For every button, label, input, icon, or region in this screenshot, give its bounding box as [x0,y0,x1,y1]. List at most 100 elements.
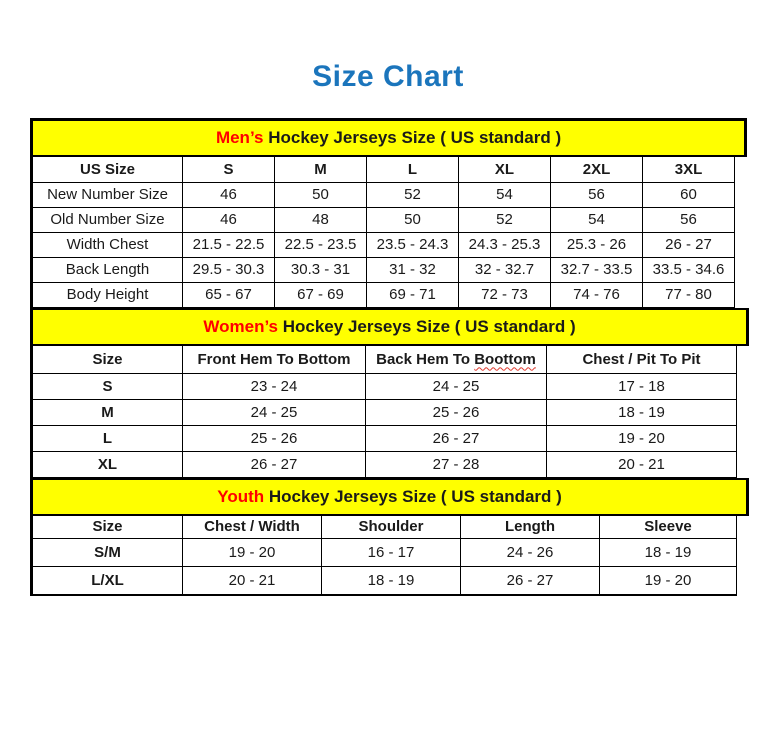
table-cell: 23 - 24 [182,373,366,400]
youth-header-row: Size Chest / Width Shoulder Length Sleev… [30,514,748,539]
table-cell: 52 [458,207,551,233]
table-cell: 52 [366,182,459,208]
table-row: Old Number Size 46 48 50 52 54 56 [30,207,746,233]
spacer-cell [736,399,748,426]
youth-section-title: Youth Hockey Jerseys Size ( US standard … [29,478,750,516]
column-header: Back Hem To Boottom [365,344,547,374]
table-cell: 19 - 20 [182,538,322,567]
youth-section-title-rest: Hockey Jerseys Size ( US standard ) [264,487,562,507]
table-cell: 20 - 21 [546,451,737,478]
spacer-cell [736,515,748,539]
table-cell: 25 - 26 [182,425,366,452]
row-label: S [30,373,183,400]
row-label: XL [30,451,183,478]
spacer-cell [736,345,748,374]
row-label: New Number Size [30,182,183,208]
womens-size-table: Women’s Hockey Jerseys Size ( US standar… [29,308,750,478]
table-cell: 21.5 - 22.5 [182,232,275,258]
row-label: Body Height [30,282,183,308]
table-cell: 17 - 18 [546,373,737,400]
row-label: S/M [30,538,183,567]
table-cell: 72 - 73 [458,282,551,308]
row-label: M [30,399,183,426]
table-row: S 23 - 24 24 - 25 17 - 18 [30,373,748,400]
mens-section-title: Men’s Hockey Jerseys Size ( US standard … [29,118,748,157]
table-cell: 25.3 - 26 [550,232,643,258]
table-cell: 77 - 80 [642,282,735,308]
table-cell: 50 [274,182,367,208]
table-row: New Number Size 46 50 52 54 56 60 [30,182,746,208]
table-cell: 46 [182,182,275,208]
table-cell: 30.3 - 31 [274,257,367,283]
table-cell: 19 - 20 [599,566,737,596]
spacer-cell [734,257,746,283]
table-cell: 26 - 27 [182,451,366,478]
womens-header-row: Size Front Hem To Bottom Back Hem To Boo… [30,344,748,374]
table-row: Back Length 29.5 - 30.3 30.3 - 31 31 - 3… [30,257,746,283]
table-cell: 54 [550,207,643,233]
table-cell: 24.3 - 25.3 [458,232,551,258]
table-cell: 27 - 28 [365,451,547,478]
column-header: Length [460,514,600,539]
spacer-cell [736,373,748,400]
womens-section-title: Women’s Hockey Jerseys Size ( US standar… [29,308,750,346]
spacer-cell [736,566,748,595]
womens-section-title-rest: Hockey Jerseys Size ( US standard ) [278,317,576,337]
row-label: Width Chest [30,232,183,258]
mens-section-title-rest: Hockey Jerseys Size ( US standard ) [263,128,562,148]
youth-size-table: Youth Hockey Jerseys Size ( US standard … [29,478,750,596]
table-cell: 19 - 20 [546,425,737,452]
column-header-text: Back Hem To [376,350,475,368]
spacer-cell [734,182,746,208]
table-cell: 46 [182,207,275,233]
table-cell: 32.7 - 33.5 [550,257,643,283]
table-cell: 60 [642,182,735,208]
column-header: 3XL [642,155,735,183]
column-header: Size [30,514,183,539]
youth-section-title-highlight: Youth [217,487,265,507]
spacer-cell [734,156,746,183]
table-cell: 29.5 - 30.3 [182,257,275,283]
table-row: Width Chest 21.5 - 22.5 22.5 - 23.5 23.5… [30,232,746,258]
mens-header-row: US Size S M L XL 2XL 3XL [30,155,746,183]
column-header: 2XL [550,155,643,183]
table-row: S/M 19 - 20 16 - 17 24 - 26 18 - 19 [30,538,748,567]
table-cell: 74 - 76 [550,282,643,308]
table-cell: 65 - 67 [182,282,275,308]
spacer-cell [734,207,746,233]
table-cell: 69 - 71 [366,282,459,308]
column-header: XL [458,155,551,183]
column-header: Size [30,344,183,374]
table-cell: 26 - 27 [642,232,735,258]
womens-section-band: Women’s Hockey Jerseys Size ( US standar… [29,308,750,346]
table-cell: 56 [550,182,643,208]
mens-section-band: Men’s Hockey Jerseys Size ( US standard … [29,118,748,157]
mens-section-title-highlight: Men’s [215,128,264,148]
table-row: XL 26 - 27 27 - 28 20 - 21 [30,451,748,478]
column-header: M [274,155,367,183]
page-title: Size Chart [312,60,464,93]
column-header: Sleeve [599,514,737,539]
table-cell: 24 - 25 [182,399,366,426]
row-label: Back Length [30,257,183,283]
table-cell: 48 [274,207,367,233]
table-cell: 22.5 - 23.5 [274,232,367,258]
size-chart: Men’s Hockey Jerseys Size ( US standard … [29,118,750,596]
table-cell: 20 - 21 [182,566,322,596]
table-cell: 24 - 26 [460,538,600,567]
spacer-cell [736,538,748,567]
table-cell: 25 - 26 [365,399,547,426]
womens-section-title-highlight: Women’s [203,317,279,337]
table-cell: 26 - 27 [460,566,600,596]
column-header: Front Hem To Bottom [182,344,366,374]
spacer-cell [736,451,748,478]
table-cell: 18 - 19 [321,566,461,596]
spacer-cell [734,282,746,308]
row-label: Old Number Size [30,207,183,233]
table-cell: 23.5 - 24.3 [366,232,459,258]
table-row: L 25 - 26 26 - 27 19 - 20 [30,425,748,452]
table-cell: 24 - 25 [365,373,547,400]
table-row: L/XL 20 - 21 18 - 19 26 - 27 19 - 20 [30,566,748,596]
column-header: Shoulder [321,514,461,539]
table-cell: 54 [458,182,551,208]
